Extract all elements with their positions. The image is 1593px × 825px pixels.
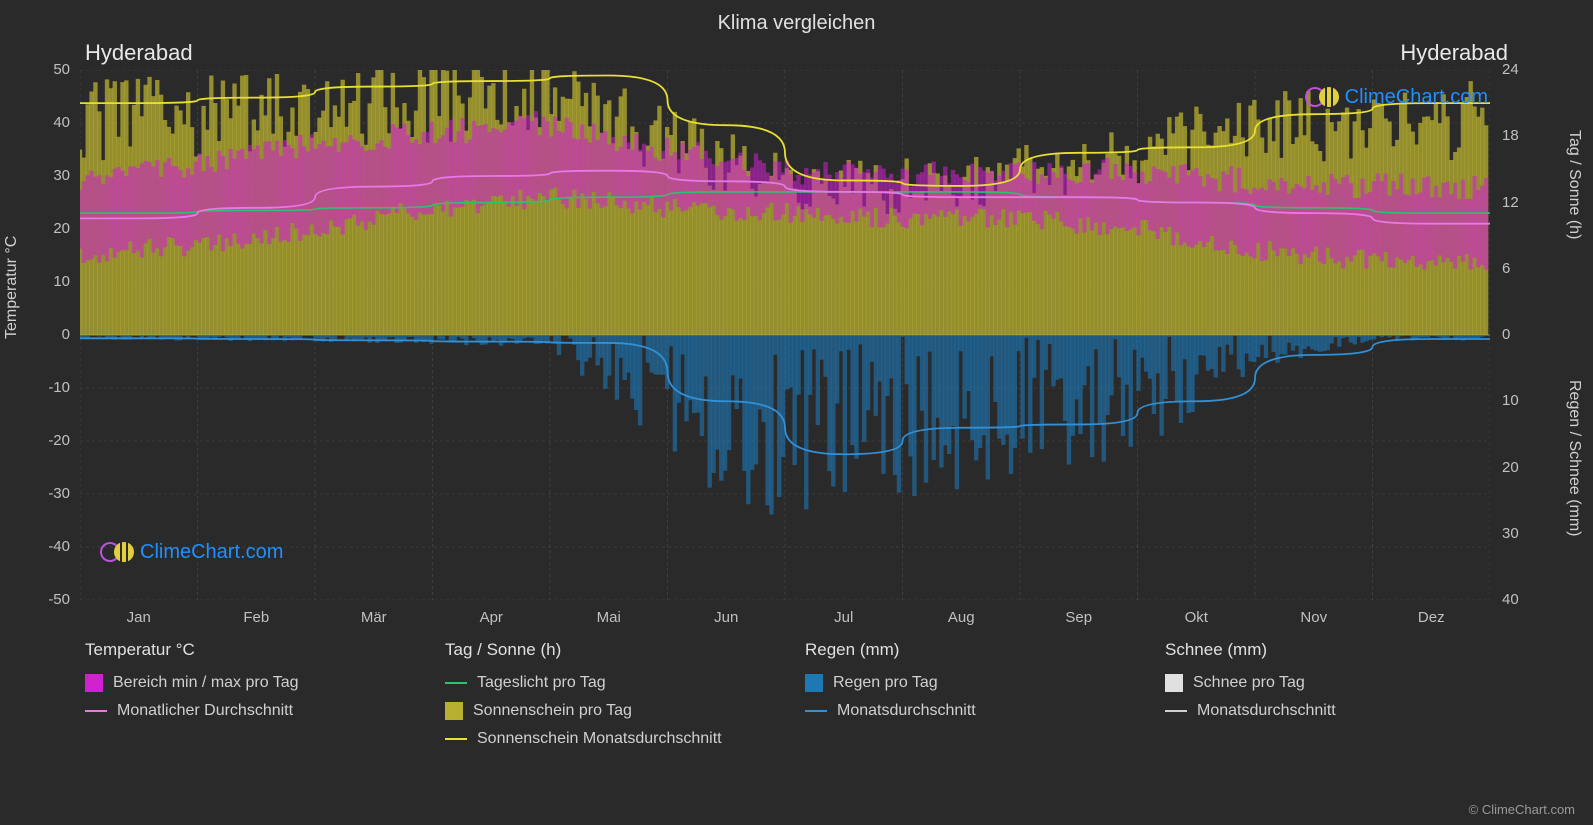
legend-item: Monatsdurchschnitt (1165, 702, 1505, 720)
legend-swatch-box (445, 702, 463, 720)
legend-item: Monatsdurchschnitt (805, 702, 1145, 720)
watermark-text: ClimeChart.com (140, 541, 283, 564)
axis-tick-label: Sep (1065, 609, 1092, 626)
legend-col-temperature: Temperatur °C Bereich min / max pro Tag M… (85, 640, 425, 758)
legend-col-snow: Schnee (mm) Schnee pro Tag Monatsdurchsch… (1165, 640, 1505, 758)
location-label-left: Hyderabad (85, 40, 193, 66)
axis-tick-label: 20 (53, 220, 76, 237)
legend-label: Tageslicht pro Tag (477, 674, 606, 692)
axis-tick-label: 30 (1496, 525, 1519, 542)
legend-label: Sonnenschein pro Tag (473, 702, 632, 720)
legend-swatch-line (1165, 710, 1187, 712)
axis-tick-label: 10 (53, 273, 76, 290)
legend-swatch-line (445, 738, 467, 740)
axis-tick-label: Okt (1185, 609, 1208, 626)
legend-item: Regen pro Tag (805, 674, 1145, 692)
legend-label: Monatsdurchschnitt (837, 702, 976, 720)
axis-tick-label: Jun (714, 609, 738, 626)
legend-swatch-line (445, 682, 467, 684)
axis-tick-label: Mai (597, 609, 621, 626)
axis-tick-label: Feb (243, 609, 269, 626)
legend-header: Tag / Sonne (h) (445, 640, 785, 660)
climechart-logo-icon (1305, 85, 1339, 109)
copyright-text: © ClimeChart.com (1469, 802, 1575, 817)
axis-tick-label: Jan (127, 609, 151, 626)
legend-swatch-box (1165, 674, 1183, 692)
legend-header: Temperatur °C (85, 640, 425, 660)
axis-tick-label: -40 (48, 538, 76, 555)
legend-label: Schnee pro Tag (1193, 674, 1305, 692)
legend-item: Schnee pro Tag (1165, 674, 1505, 692)
axis-tick-label: 0 (62, 326, 76, 343)
axis-tick-label: 20 (1496, 459, 1519, 476)
legend-item: Bereich min / max pro Tag (85, 674, 425, 692)
axis-tick-label: 6 (1496, 260, 1510, 277)
y-axis-left-label: Temperatur °C (3, 236, 21, 339)
y-axis-right-top-label: Tag / Sonne (h) (1565, 130, 1583, 239)
axis-tick-label: Nov (1300, 609, 1327, 626)
legend-item: Tageslicht pro Tag (445, 674, 785, 692)
axis-tick-label: 0 (1496, 326, 1510, 343)
legend-label: Monatsdurchschnitt (1197, 702, 1336, 720)
chart-title: Klima vergleichen (0, 0, 1593, 35)
legend: Temperatur °C Bereich min / max pro Tag M… (85, 640, 1505, 758)
axis-tick-label: 40 (53, 114, 76, 131)
legend-header: Regen (mm) (805, 640, 1145, 660)
legend-header: Schnee (mm) (1165, 640, 1505, 660)
watermark-top-right: ClimeChart.com (1305, 85, 1488, 109)
axis-tick-label: -20 (48, 432, 76, 449)
axis-tick-label: 18 (1496, 127, 1519, 144)
axis-tick-label: -50 (48, 591, 76, 608)
axis-tick-label: 24 (1496, 61, 1519, 78)
climate-chart (80, 70, 1490, 600)
legend-swatch-box (805, 674, 823, 692)
y-axis-right-bottom-label: Regen / Schnee (mm) (1565, 380, 1583, 537)
axis-tick-label: Aug (948, 609, 975, 626)
axis-tick-label: 40 (1496, 591, 1519, 608)
watermark-text: ClimeChart.com (1345, 86, 1488, 109)
legend-item: Monatlicher Durchschnitt (85, 702, 425, 720)
legend-label: Sonnenschein Monatsdurchschnitt (477, 730, 722, 748)
location-label-right: Hyderabad (1400, 40, 1508, 66)
axis-tick-label: Jul (834, 609, 853, 626)
legend-item: Sonnenschein Monatsdurchschnitt (445, 730, 785, 748)
legend-label: Monatlicher Durchschnitt (117, 702, 293, 720)
axis-tick-label: 30 (53, 167, 76, 184)
axis-tick-label: 50 (53, 61, 76, 78)
axis-tick-label: 12 (1496, 194, 1519, 211)
axis-tick-label: Apr (480, 609, 503, 626)
climechart-logo-icon (100, 540, 134, 564)
legend-label: Regen pro Tag (833, 674, 938, 692)
watermark-bottom-left: ClimeChart.com (100, 540, 283, 564)
legend-col-daylight: Tag / Sonne (h) Tageslicht pro Tag Sonnen… (445, 640, 785, 758)
legend-swatch-line (805, 710, 827, 712)
legend-swatch-box (85, 674, 103, 692)
axis-tick-label: Dez (1418, 609, 1445, 626)
legend-item: Sonnenschein pro Tag (445, 702, 785, 720)
axis-tick-label: -10 (48, 379, 76, 396)
axis-tick-label: Mär (361, 609, 387, 626)
axis-tick-label: 10 (1496, 392, 1519, 409)
legend-label: Bereich min / max pro Tag (113, 674, 299, 692)
axis-tick-label: -30 (48, 485, 76, 502)
legend-swatch-line (85, 710, 107, 712)
legend-col-rain: Regen (mm) Regen pro Tag Monatsdurchschni… (805, 640, 1145, 758)
